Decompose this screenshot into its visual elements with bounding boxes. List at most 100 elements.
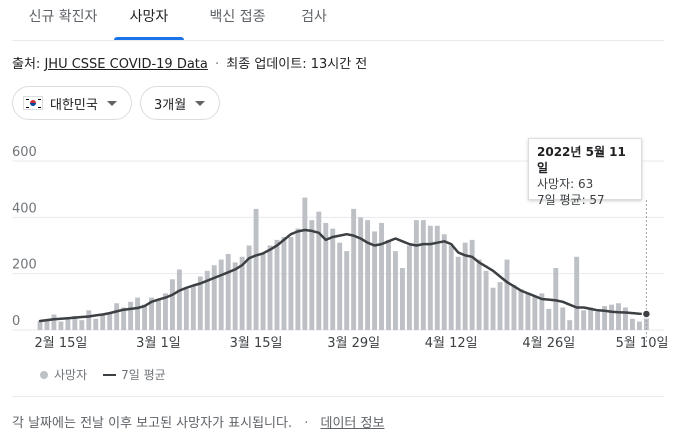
source-line: 출처: JHU CSSE COVID-19 Data · 최종 업데이트: 13… [12,53,367,72]
bar [567,320,573,330]
active-tab-indicator [114,37,184,40]
bar [260,253,266,330]
footer: 각 날짜에는 전날 이후 보고된 사망자가 표시됩니다. · 데이터 정보 [12,412,384,431]
tab-label: 백신 접종 [209,9,266,25]
country-dropdown[interactable]: 대한민국 [12,86,132,120]
bar [330,228,336,330]
bar [337,242,343,330]
footer-note: 각 날짜에는 전날 이후 보고된 사망자가 표시됩니다. [12,416,293,431]
tab-testing[interactable]: 검사 [290,0,338,40]
bar [142,304,147,330]
chart-tooltip: 2022년 5월 11일 사망자: 63 7일 평균: 57 [528,138,642,207]
bar [344,251,350,330]
bar [176,269,182,330]
bar [163,293,168,330]
bar [455,256,461,330]
bar [316,211,322,330]
caret-down-icon [106,100,117,106]
bar [107,313,113,330]
deaths-chart[interactable]: 0 200 400 600 2월 15일 3월 1일 3월 15일 3월 29일 4월 12일 4… [0,130,687,360]
tab-deaths[interactable]: 사망자 [114,0,184,40]
bar [574,256,580,330]
bar [623,307,628,330]
bar [588,307,594,330]
tab-label: 검사 [301,9,327,25]
highlight-point [641,309,652,319]
bar [504,259,510,330]
bar [44,320,50,330]
source-separator: · [215,57,220,72]
bar [211,265,217,330]
chart-legend: 사망자 7일 평균 [40,366,166,383]
bar [581,310,587,330]
legend-line-label: 7일 평균 [121,368,166,382]
bar [372,231,378,330]
x-tick-label: 4월 26일 [522,336,575,351]
tab-label: 사망자 [129,9,169,25]
last-updated: 최종 업데이트: 13시간 전 [226,57,368,72]
bar [434,225,440,330]
period-dropdown[interactable]: 3개월 [140,86,220,120]
bar [232,262,238,330]
bar [86,310,92,330]
bar [267,245,273,330]
bar [65,318,71,330]
bar [79,320,85,330]
x-tick-label: 3월 15일 [230,336,283,351]
country-label: 대한민국 [50,97,98,113]
bar [386,239,391,330]
legend-line-swatch [103,373,117,376]
bar [560,307,566,330]
tab-bar: 신규 확진자 사망자 백신 접종 검사 [0,0,687,40]
bar [253,208,259,330]
bar [595,311,601,330]
bar [218,259,224,330]
bar [309,220,315,330]
bar [616,303,621,330]
korea-flag-icon [23,96,43,110]
bar [393,251,398,330]
source-prefix: 출처: [12,57,41,72]
caret-down-icon [195,100,206,106]
tooltip-average: 7일 평균: 57 [537,193,605,207]
bar [246,245,252,330]
bar [281,237,287,330]
x-tick-label: 3월 1일 [136,336,181,351]
bar [539,293,545,330]
legend-bars-label: 사망자 [54,368,88,382]
bar [469,239,475,330]
bar [358,217,364,330]
tab-new-cases[interactable]: 신규 확진자 [12,0,114,40]
bar [51,314,57,330]
tab-vaccination[interactable]: 백신 접종 [200,0,275,40]
x-tick-label: 2월 15일 [34,336,87,351]
y-tick-label: 400 [12,201,37,216]
y-tick-label: 200 [12,258,37,273]
bar [420,220,426,330]
bar [93,318,99,330]
bar [156,299,161,330]
bar [609,304,614,330]
bar [483,270,489,330]
bar [149,297,154,330]
bar [114,303,120,330]
bar [448,245,454,330]
bar [302,197,308,330]
source-link[interactable]: JHU CSSE COVID-19 Data [44,57,208,72]
about-data-link[interactable]: 데이터 정보 [320,416,385,431]
bar [274,239,280,330]
bar [100,314,106,330]
bar [630,318,635,330]
bar [532,296,538,330]
bar [602,306,608,330]
bar [239,256,245,330]
bar [490,287,496,330]
bar [197,276,203,330]
bar [128,301,134,330]
bar [121,307,127,330]
bar [406,245,412,330]
footer-divider [12,396,664,397]
average-line [38,228,648,323]
bar [553,268,559,330]
bar [72,315,78,330]
